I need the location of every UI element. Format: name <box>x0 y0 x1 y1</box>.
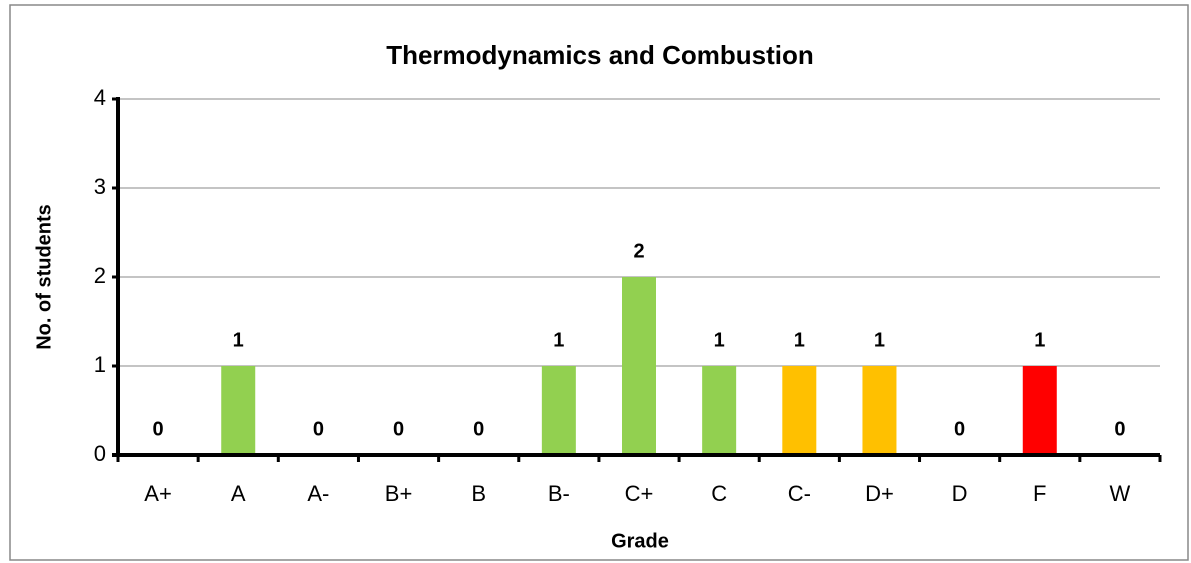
chart-title: Thermodynamics and Combustion <box>386 40 814 70</box>
y-tick-label: 0 <box>94 441 106 466</box>
bar <box>782 366 817 455</box>
bar <box>1022 366 1057 455</box>
x-tick-label: W <box>1110 481 1131 506</box>
bar <box>622 277 656 455</box>
value-label: 0 <box>473 418 484 440</box>
x-tick-label: D <box>952 481 968 506</box>
x-tick-label: B- <box>548 481 570 506</box>
y-tick-label: 4 <box>94 85 106 110</box>
x-axis-label: Grade <box>611 530 669 552</box>
y-tick-label: 3 <box>94 174 106 199</box>
x-tick-label: A <box>231 481 246 506</box>
y-tick-label: 2 <box>94 263 106 288</box>
value-label: 1 <box>874 329 885 351</box>
value-label: 0 <box>313 418 324 440</box>
y-tick-label: 1 <box>94 352 106 377</box>
value-label: 0 <box>954 418 965 440</box>
y-axis-label: No. of students <box>33 204 55 350</box>
x-tick-label: C- <box>788 481 811 506</box>
x-tick-label: C <box>711 481 727 506</box>
bar <box>541 366 576 455</box>
value-label: 0 <box>393 418 404 440</box>
value-label: 1 <box>553 329 564 351</box>
x-tick-label: A+ <box>144 481 172 506</box>
bar <box>702 366 737 455</box>
bar <box>221 366 256 455</box>
x-tick-label: A- <box>307 481 329 506</box>
value-label: 0 <box>153 418 164 440</box>
bar <box>862 366 897 455</box>
x-tick-label: C+ <box>625 481 654 506</box>
value-label: 1 <box>1034 329 1045 351</box>
value-label: 0 <box>1114 418 1125 440</box>
x-tick-label: D+ <box>865 481 894 506</box>
x-tick-label: B+ <box>385 481 413 506</box>
value-label: 1 <box>233 329 244 351</box>
x-tick-label: F <box>1033 481 1046 506</box>
value-label: 1 <box>714 329 725 351</box>
value-label: 2 <box>633 240 644 262</box>
value-label: 1 <box>794 329 805 351</box>
x-tick-label: B <box>471 481 486 506</box>
chart-border <box>9 4 1189 561</box>
